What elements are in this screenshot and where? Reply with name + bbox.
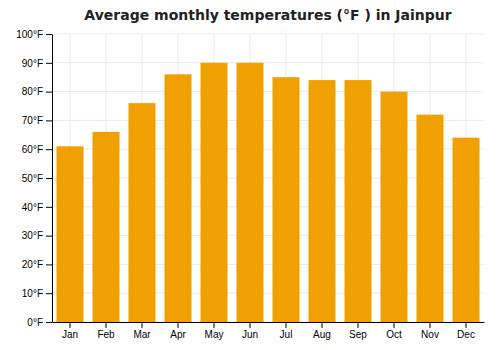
x-tick: Aug (313, 322, 331, 340)
bar (165, 74, 192, 322)
bar (57, 146, 84, 322)
bar (273, 77, 300, 322)
y-tick-label: 10°F (22, 288, 43, 299)
x-tick: Jun (242, 322, 258, 340)
y-tick-mark (46, 293, 52, 294)
y-tick-label: 40°F (22, 202, 43, 213)
y-axis-line (52, 35, 53, 323)
x-tick-mark (286, 322, 287, 328)
x-tick-label: Jul (280, 329, 293, 340)
plot: Jan Feb Mar Apr May Jun Jul Aug Sep Oct Nov Dec 0°F 1… (16, 29, 484, 340)
y-tick-mark (46, 322, 52, 323)
x-tick-mark (466, 322, 467, 328)
x-tick-mark (394, 322, 395, 328)
bar (417, 115, 444, 322)
y-tick-mark (46, 207, 52, 208)
x-tick-mark (106, 322, 107, 328)
y-tick: 60°F (22, 144, 52, 155)
y-tick-label: 80°F (22, 86, 43, 97)
x-tick-mark (358, 322, 359, 328)
y-tick-label: 90°F (22, 58, 43, 69)
y-tick: 70°F (22, 115, 52, 126)
y-tick-label: 50°F (22, 173, 43, 184)
bar (453, 138, 480, 322)
y-tick-mark (46, 178, 52, 179)
y-tick: 10°F (22, 288, 52, 299)
x-tick-label: Mar (133, 329, 151, 340)
x-tick-mark (70, 322, 71, 328)
y-tick: 100°F (16, 29, 52, 40)
x-tick-label: May (205, 329, 224, 340)
x-tick: Nov (421, 322, 439, 340)
chart: Jan Feb Mar Apr May Jun Jul Aug Sep Oct Nov Dec 0°F 1… (0, 0, 500, 350)
y-tick: 20°F (22, 259, 52, 270)
x-tick-label: Apr (170, 329, 186, 340)
y-tick-label: 60°F (22, 144, 43, 155)
x-tick-mark (430, 322, 431, 328)
grid (52, 34, 484, 322)
y-grid-line (52, 34, 484, 35)
y-tick: 50°F (22, 173, 52, 184)
bar (201, 63, 228, 322)
x-tick: Jul (280, 322, 293, 340)
x-tick: Dec (457, 322, 475, 340)
y-tick-label: 0°F (27, 317, 43, 328)
y-tick: 80°F (22, 86, 52, 97)
y-tick-mark (46, 92, 52, 93)
x-tick-label: Jun (242, 329, 258, 340)
y-tick-mark (46, 120, 52, 121)
y-tick-mark (46, 34, 52, 35)
y-tick: 90°F (22, 58, 52, 69)
x-tick: Sep (349, 322, 367, 340)
bar (345, 80, 372, 322)
y-tick: 30°F (22, 230, 52, 241)
y-tick: 0°F (27, 317, 52, 328)
x-tick-mark (250, 322, 251, 328)
y-tick: 40°F (22, 202, 52, 213)
x-tick-mark (142, 322, 143, 328)
x-tick-mark (178, 322, 179, 328)
x-tick-label: Oct (386, 329, 402, 340)
y-tick-label: 100°F (16, 29, 43, 40)
x-tick-mark (322, 322, 323, 328)
x-axis: Jan Feb Mar Apr May Jun Jul Aug Sep Oct Nov Dec (53, 322, 485, 340)
bar (129, 103, 156, 322)
x-tick: Jan (62, 322, 78, 340)
x-tick-label: Dec (457, 329, 475, 340)
bars (57, 63, 480, 322)
x-tick-label: Feb (97, 329, 115, 340)
y-grid-line (52, 91, 484, 92)
x-axis-line (53, 322, 485, 323)
y-tick-mark (46, 63, 52, 64)
y-tick-mark (46, 236, 52, 237)
x-tick-label: Sep (349, 329, 367, 340)
x-tick-mark (214, 322, 215, 328)
x-tick-label: Jan (62, 329, 78, 340)
y-tick-label: 70°F (22, 115, 43, 126)
y-tick-mark (46, 264, 52, 265)
x-tick: Apr (170, 322, 186, 340)
y-tick-label: 30°F (22, 230, 43, 241)
x-tick-label: Nov (421, 329, 439, 340)
y-axis: 0°F 10°F 20°F 30°F 40°F 50°F 60°F 70°F 80°F 90°F 1… (16, 29, 52, 328)
x-tick: May (205, 322, 224, 340)
x-tick: Feb (97, 322, 115, 340)
x-tick-label: Aug (313, 329, 331, 340)
x-tick: Mar (133, 322, 151, 340)
y-tick-label: 20°F (22, 259, 43, 270)
y-grid-line (52, 62, 484, 63)
bar (93, 132, 120, 322)
x-tick: Oct (386, 322, 402, 340)
bar (381, 92, 408, 322)
bar (309, 80, 336, 322)
y-tick-mark (46, 149, 52, 150)
title: Average monthly temperatures (°F ) in Ja… (84, 7, 451, 23)
bar (237, 63, 264, 322)
